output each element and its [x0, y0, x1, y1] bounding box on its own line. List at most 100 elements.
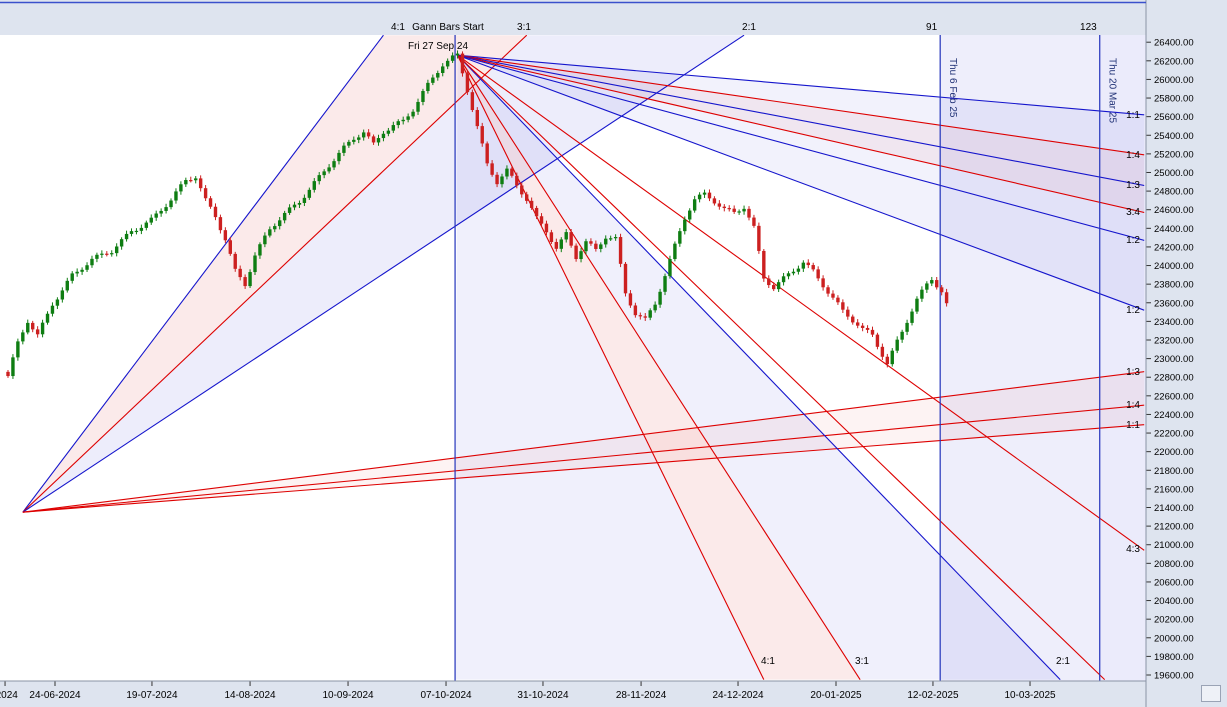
plot-layer[interactable]: Thu 6 Feb 25 Thu 20 Mar 25 1:1 1:4 1:3 3:4 1:2… — [6, 35, 1149, 681]
price-tick-label: 23600.00 — [1154, 298, 1194, 309]
candle-body — [263, 235, 267, 245]
gann-fan-line[interactable] — [457, 54, 1145, 241]
candle-body — [485, 143, 489, 164]
plot-bg[interactable] — [0, 35, 1146, 681]
price-tick-label: 22200.00 — [1154, 429, 1194, 440]
candle-body — [90, 258, 94, 266]
price-tick-label: 21200.00 — [1154, 522, 1194, 533]
gann-fan-line[interactable] — [457, 54, 861, 680]
date-tick-label: 12-02-2025 — [907, 690, 959, 701]
candle-body — [105, 253, 109, 255]
candle-body — [875, 334, 880, 347]
candle-body — [218, 217, 223, 231]
gann-fan-line[interactable] — [457, 54, 1145, 311]
candle-body — [282, 212, 287, 221]
price-tick-label: 25800.00 — [1154, 94, 1194, 105]
bar-count-label: 91 — [926, 22, 938, 33]
price-tick-label: 22000.00 — [1154, 447, 1194, 458]
price-tick-label: 24400.00 — [1154, 224, 1194, 235]
candle-body — [386, 130, 391, 134]
candle-body — [663, 276, 667, 292]
candle-body — [529, 200, 534, 208]
gann-fan-line[interactable] — [22, 35, 528, 513]
price-axis-bg[interactable] — [1146, 0, 1227, 707]
gann-wedge — [455, 55, 764, 680]
gann-time-band — [940, 35, 1100, 681]
vertical-date-label: Thu 6 Feb 25 — [947, 58, 958, 118]
ratio-label-right: 3:4 — [1126, 207, 1140, 218]
candle-body — [198, 178, 203, 189]
price-tick-label: 22800.00 — [1154, 373, 1194, 384]
candle-body — [297, 202, 302, 205]
candle-body — [712, 198, 717, 204]
candle-body — [569, 232, 573, 246]
gann-fan-line[interactable] — [22, 424, 1145, 513]
candle-body — [347, 141, 351, 146]
candle-body — [678, 231, 682, 244]
candle-body — [194, 178, 198, 181]
gann-fan-line[interactable] — [22, 35, 384, 513]
price-tick-label: 21400.00 — [1154, 503, 1194, 514]
candle-body — [460, 53, 465, 74]
gann-start-date-label: Fri 27 Sep 24 — [408, 41, 468, 52]
price-axis[interactable]: 26400.00 26200.00 26000.00 25800.00 25600.00… — [1146, 38, 1194, 682]
date-tick-label: 14-08-2024 — [224, 690, 276, 701]
price-tick-label: 20600.00 — [1154, 577, 1194, 588]
candle-body — [114, 246, 119, 254]
gann-fan-line[interactable] — [22, 404, 1145, 513]
scroll-corner-box[interactable] — [1201, 685, 1221, 702]
gann-fan-line[interactable] — [457, 54, 1145, 551]
price-tick-label: 26400.00 — [1154, 38, 1194, 49]
candle-body — [238, 268, 242, 278]
top-strip-bg — [0, 0, 1146, 35]
candle-body — [465, 73, 470, 93]
date-tick-label: 20-01-2025 — [810, 690, 862, 701]
candle-body — [796, 268, 801, 272]
candle-body — [737, 211, 741, 213]
date-axis-bg[interactable] — [0, 681, 1146, 707]
candle-body — [396, 121, 400, 126]
candle-body — [515, 175, 519, 186]
candle-body — [895, 339, 899, 351]
candle-body — [836, 297, 840, 303]
top-ratio-label: 3:1 — [517, 22, 531, 33]
candle-body — [100, 253, 104, 255]
candle-body — [880, 346, 885, 357]
gann-fan-line[interactable] — [457, 54, 1061, 681]
candle-body — [332, 161, 336, 168]
candle-body — [806, 262, 810, 266]
gann-fan-line[interactable] — [457, 54, 765, 680]
gann-fan-line[interactable] — [457, 54, 1145, 187]
gann-fan-line[interactable] — [457, 54, 1145, 116]
candle-body — [45, 313, 50, 323]
ratio-label-right: 4:3 — [1126, 544, 1140, 555]
gann-fan-line[interactable] — [457, 54, 1145, 214]
candle-body — [406, 116, 410, 120]
date-axis[interactable]: -2024 24-06-2024 19-07-2024 14-08-2024 10-09… — [0, 681, 1056, 701]
candle-body — [292, 204, 297, 208]
gann-fan-line[interactable] — [22, 371, 1145, 513]
candle-body — [860, 325, 865, 328]
candle-body — [742, 208, 746, 212]
candle-body — [623, 263, 628, 294]
gann-fan-line[interactable] — [457, 54, 1106, 681]
gann-fan-line[interactable] — [22, 35, 745, 513]
candle-body — [243, 277, 247, 287]
candle-body — [776, 282, 781, 290]
candle-body — [618, 237, 623, 264]
candle-body — [278, 220, 282, 227]
price-tick-label: 26200.00 — [1154, 56, 1194, 67]
ratio-label-right: 1:2 — [1126, 235, 1140, 246]
candle-body — [781, 276, 786, 283]
candle-body — [11, 357, 15, 377]
candle-body — [846, 309, 850, 317]
candle-body — [381, 133, 386, 139]
date-tick-label: 31-10-2024 — [517, 690, 569, 701]
candles-layer[interactable] — [6, 50, 949, 379]
gann-fan-line[interactable] — [457, 54, 1145, 156]
candle-body — [179, 184, 183, 192]
candle-body — [268, 229, 272, 236]
candle-body — [307, 189, 312, 198]
candle-body — [208, 198, 213, 207]
